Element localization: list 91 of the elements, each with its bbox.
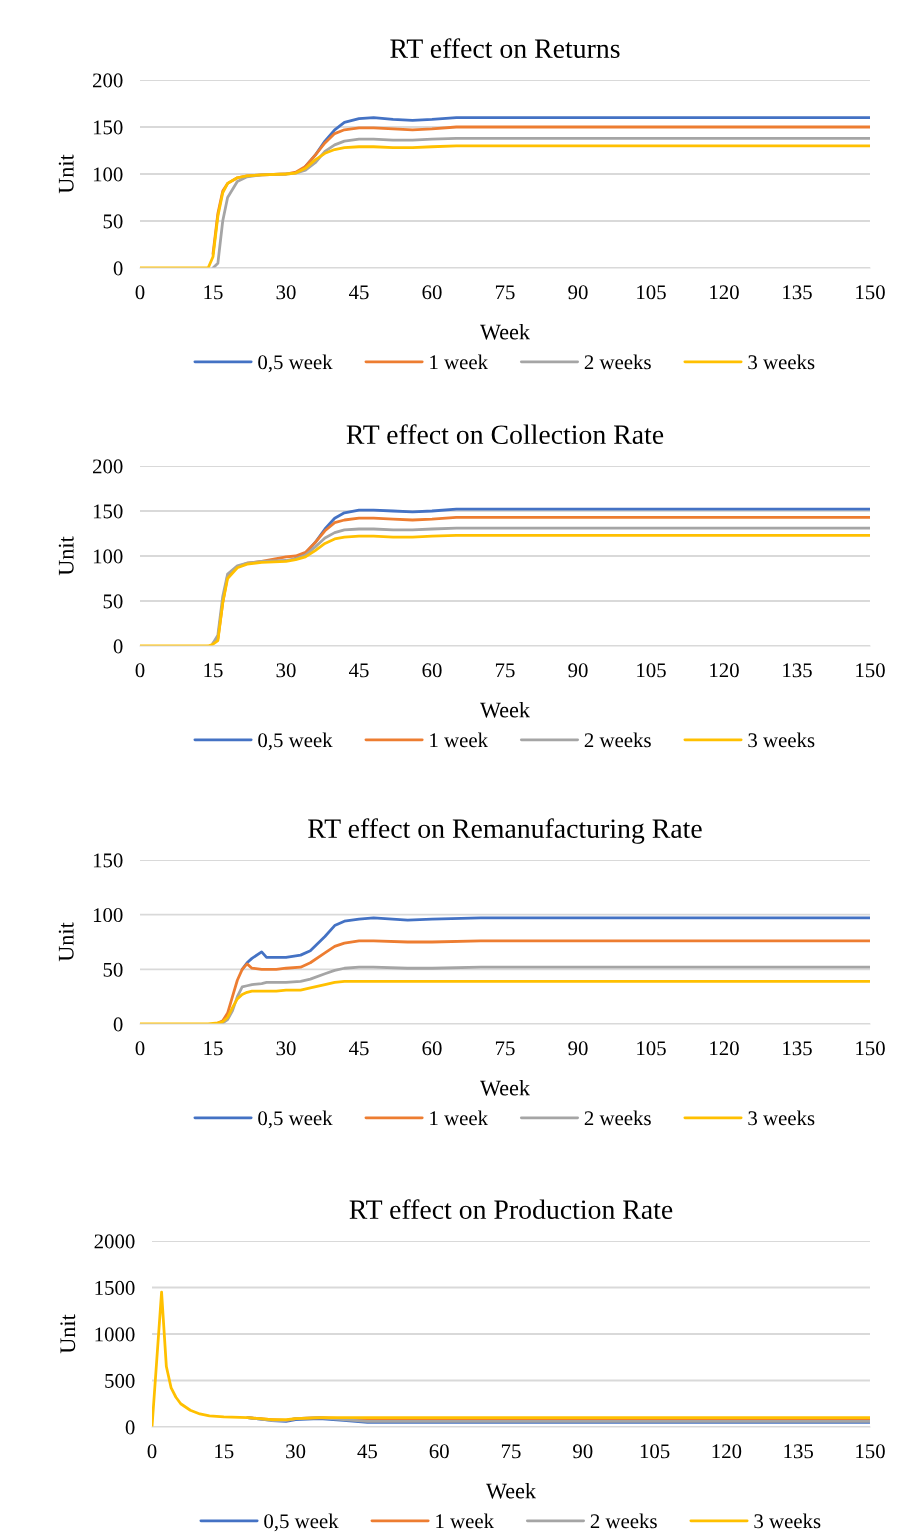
y-tick-label: 50 (103, 594, 123, 609)
x-tick-label: 105 (637, 285, 666, 300)
chart-title: RT effect on Production Rate (349, 1199, 673, 1220)
y-axis-title: Unit (58, 154, 74, 194)
x-tick-label: 0 (135, 285, 145, 300)
x-tick-label: 75 (495, 663, 515, 678)
legend-label: 3 weeks (748, 732, 815, 748)
y-axis-title: Unit (58, 536, 74, 576)
x-tick-label: 0 (135, 663, 145, 678)
y-tick-label: 100 (93, 167, 123, 182)
x-tick-label: 15 (204, 285, 223, 300)
x-tick-label: 60 (422, 663, 442, 678)
legend-label: 0,5 week (258, 732, 333, 751)
x-tick-label: 60 (429, 1444, 449, 1459)
x-tick-label: 30 (276, 663, 296, 678)
y-tick-label: 50 (103, 214, 123, 229)
x-tick-label: 135 (784, 1444, 814, 1459)
x-tick-label: 0 (147, 1444, 157, 1459)
x-tick-label: 150 (856, 1444, 885, 1459)
x-tick-label: 30 (286, 1444, 306, 1459)
x-tick-label: 45 (357, 1444, 377, 1459)
y-tick-label: 50 (103, 962, 123, 977)
y-tick-label: 500 (105, 1373, 135, 1388)
x-tick-label: 150 (856, 1041, 885, 1056)
legend-label: 1 week (436, 1513, 495, 1529)
x-tick-label: 135 (783, 1041, 812, 1056)
chart-title: RT effect on Collection Rate (346, 424, 664, 445)
y-tick-label: 2000 (94, 1234, 135, 1249)
y-tick-label: 0 (125, 1420, 135, 1435)
y-tick-label: 150 (93, 853, 123, 868)
x-tick-label: 60 (422, 1041, 442, 1056)
x-tick-label: 90 (568, 1041, 588, 1056)
y-tick-label: 0 (113, 1017, 123, 1032)
x-axis-title: Week (480, 1079, 531, 1096)
y-tick-label: 1000 (95, 1327, 135, 1342)
legend-label: 0,5 week (264, 1513, 339, 1532)
x-tick-label: 150 (856, 285, 885, 300)
y-tick-label: 200 (93, 73, 123, 88)
legend-label: 2 weeks (584, 1110, 651, 1126)
x-tick-label: 120 (710, 663, 739, 678)
x-tick-label: 75 (495, 285, 515, 300)
y-axis-title: Unit (58, 922, 74, 962)
x-tick-label: 15 (204, 663, 223, 678)
x-tick-label: 105 (637, 663, 666, 678)
y-tick-label: 100 (93, 549, 123, 564)
x-tick-label: 120 (710, 1041, 739, 1056)
x-tick-label: 105 (637, 1041, 666, 1056)
chart-title: RT effect on Returns (390, 38, 620, 59)
legend-label: 1 week (430, 1110, 489, 1126)
x-tick-label: 135 (783, 285, 812, 300)
x-axis-title: Week (480, 323, 531, 340)
y-tick-label: 100 (93, 908, 123, 923)
legend-label: 2 weeks (584, 732, 651, 748)
chart-title: RT effect on Remanufacturing Rate (308, 818, 702, 844)
legend-label: 0,5 week (258, 354, 333, 373)
legend-label: 1 week (430, 354, 489, 370)
x-tick-label: 0 (135, 1041, 145, 1056)
legend-label: 2 weeks (590, 1513, 657, 1529)
x-axis-title: Week (486, 1482, 537, 1499)
x-tick-label: 90 (568, 285, 588, 300)
y-tick-label: 150 (93, 120, 123, 135)
x-tick-label: 45 (348, 663, 369, 678)
x-tick-label: 150 (856, 663, 885, 678)
x-tick-label: 45 (348, 1041, 369, 1056)
y-tick-label: 150 (93, 504, 123, 519)
x-tick-label: 30 (276, 285, 296, 300)
x-axis-title: Week (480, 701, 531, 718)
x-tick-label: 135 (783, 663, 812, 678)
x-tick-label: 90 (568, 663, 588, 678)
x-tick-label: 60 (422, 285, 442, 300)
x-tick-label: 30 (276, 1041, 296, 1056)
x-tick-label: 90 (573, 1444, 593, 1459)
legend-label: 3 weeks (748, 354, 815, 370)
x-tick-label: 120 (712, 1444, 742, 1459)
x-tick-label: 15 (215, 1444, 234, 1459)
legend-label: 2 weeks (584, 354, 651, 370)
legend-label: 0,5 week (258, 1110, 333, 1129)
x-tick-label: 75 (495, 1041, 515, 1056)
y-tick-label: 0 (113, 639, 123, 654)
legend-label: 3 weeks (748, 1110, 815, 1126)
legend-label: 1 week (430, 732, 489, 748)
y-axis-title: Unit (60, 1314, 76, 1354)
y-tick-label: 1500 (95, 1280, 135, 1295)
x-tick-label: 120 (710, 285, 739, 300)
legend-label: 3 weeks (754, 1513, 821, 1529)
x-tick-label: 15 (204, 1041, 223, 1056)
x-tick-label: 105 (640, 1444, 670, 1459)
y-tick-label: 200 (93, 459, 123, 474)
x-tick-label: 75 (501, 1444, 521, 1459)
y-tick-label: 0 (113, 261, 123, 276)
x-tick-label: 45 (348, 285, 369, 300)
